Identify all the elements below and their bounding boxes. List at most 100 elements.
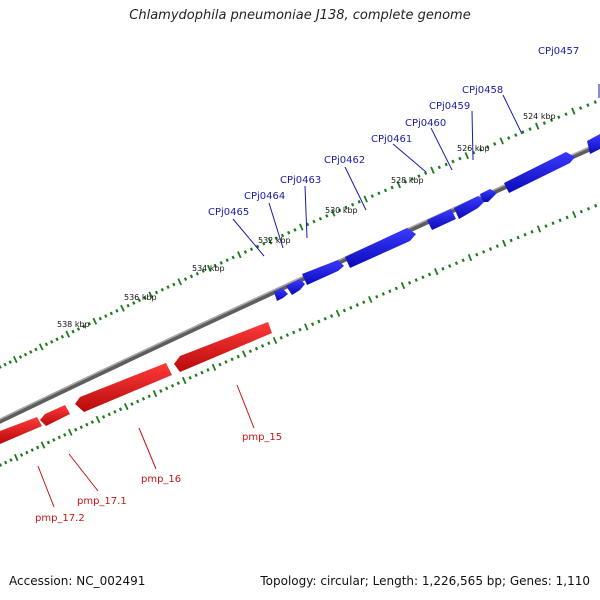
scale-minor-tick bbox=[479, 147, 483, 152]
gene-arrow-cpj0461[interactable] bbox=[427, 209, 456, 230]
scale-minor-tick bbox=[403, 179, 408, 184]
scale-minor-tick bbox=[516, 235, 520, 240]
scale-minor-tick bbox=[523, 232, 527, 237]
scale-minor-tick bbox=[493, 142, 497, 146]
scale-minor-tick bbox=[593, 100, 597, 104]
scale-minor-tick bbox=[287, 230, 291, 235]
scale-minor-tick bbox=[85, 422, 89, 427]
scale-minor-tick bbox=[323, 316, 327, 321]
scale-minor-tick bbox=[362, 300, 366, 305]
gene-label-cpj0464[interactable]: CPj0464 bbox=[244, 191, 285, 202]
scale-minor-tick bbox=[349, 305, 353, 310]
kbp-labels: 524 kbp 526 kbp 528 kbp 530 kbp 532 kbp … bbox=[57, 112, 556, 329]
gene-label-pmp-16[interactable]: pmp_16 bbox=[141, 474, 181, 485]
accession-text: Accession: NC_002491 bbox=[9, 574, 146, 588]
scale-minor-tick bbox=[189, 274, 194, 279]
gene-label-cpj0463[interactable]: CPj0463 bbox=[280, 175, 321, 186]
scale-minor-tick bbox=[318, 216, 323, 221]
scale-minor-tick bbox=[98, 316, 102, 321]
gene-arrow-pmp-15[interactable] bbox=[174, 322, 272, 372]
scale-minor-tick bbox=[52, 438, 56, 442]
scale-minor-tick bbox=[342, 308, 347, 313]
scale-major-tick bbox=[152, 390, 158, 398]
gene-label-cpj0460[interactable]: CPj0460 bbox=[405, 118, 446, 129]
scale-minor-tick bbox=[407, 280, 412, 285]
scale-minor-tick bbox=[298, 327, 302, 332]
scale-minor-tick bbox=[230, 357, 234, 362]
gene-arrow-pmp-17-1[interactable] bbox=[40, 405, 70, 426]
scale-minor-tick bbox=[170, 383, 175, 388]
scale-minor-tick bbox=[25, 450, 29, 455]
gene-label-cpj0458[interactable]: CPj0458 bbox=[462, 85, 503, 96]
scale-minor-tick bbox=[564, 112, 568, 116]
gene-label-pmp-17-1[interactable]: pmp_17.1 bbox=[77, 496, 127, 507]
scale-minor-tick bbox=[8, 360, 12, 364]
map-title: Chlamydophila pneumoniae J138, complete … bbox=[129, 8, 471, 23]
scale-minor-tick bbox=[200, 370, 204, 375]
scale-minor-tick bbox=[557, 115, 561, 119]
gene-arrow-cpj0465[interactable] bbox=[274, 288, 288, 301]
scale-minor-tick bbox=[565, 215, 569, 220]
gene-arrow-cpj0463[interactable] bbox=[302, 260, 344, 285]
scale-minor-tick bbox=[71, 329, 75, 334]
scale-minor-tick bbox=[544, 224, 548, 228]
gene-label-cpj0465[interactable]: CPj0465 bbox=[208, 207, 249, 218]
scale-minor-tick bbox=[325, 214, 329, 218]
gene-label-cpj0459[interactable]: CPj0459 bbox=[429, 101, 470, 112]
gene-label-pmp-15[interactable]: pmp_15 bbox=[242, 432, 282, 443]
scale-minor-tick bbox=[172, 282, 176, 287]
scale-minor-tick bbox=[444, 162, 448, 167]
scale-minor-tick bbox=[82, 324, 86, 329]
gene-arrow-cpj0460[interactable] bbox=[454, 196, 484, 219]
scale-major-tick bbox=[148, 291, 154, 299]
scale-minor-tick bbox=[338, 208, 342, 213]
kbp-label-526: 526 kbp bbox=[457, 144, 490, 153]
scale-major-tick bbox=[464, 152, 470, 160]
scale-minor-tick bbox=[44, 342, 49, 347]
scale-minor-tick bbox=[113, 409, 117, 414]
scale-minor-tick bbox=[274, 236, 278, 241]
scale-major-tick bbox=[206, 264, 212, 272]
scale-major-tick bbox=[38, 343, 44, 351]
scale-minor-tick bbox=[104, 314, 108, 318]
gene-arrow-pmp-16[interactable] bbox=[75, 363, 172, 412]
scale-minor-tick bbox=[461, 258, 465, 263]
scale-minor-tick bbox=[248, 349, 253, 354]
scale-minor-tick bbox=[57, 435, 61, 440]
scale-minor-tick bbox=[448, 264, 452, 268]
scale-minor-tick bbox=[183, 277, 188, 281]
scale-minor-tick bbox=[29, 350, 33, 354]
gene-arrow-cpj0464[interactable] bbox=[286, 279, 305, 295]
scale-minor-tick bbox=[458, 156, 462, 161]
scale-minor-tick bbox=[514, 133, 518, 137]
gene-label-cpj0457[interactable]: CPj0457 bbox=[538, 46, 579, 57]
scale-minor-tick bbox=[0, 463, 3, 467]
scale-minor-tick bbox=[410, 177, 414, 181]
kbp-label-536: 536 kbp bbox=[124, 293, 157, 302]
gene-arrow-pmp-17-2[interactable] bbox=[0, 417, 42, 444]
gene-arrow-cpj0462[interactable] bbox=[345, 228, 416, 268]
scale-minor-tick bbox=[34, 347, 38, 352]
gene-label-cpj0461[interactable]: CPj0461 bbox=[371, 134, 412, 145]
gene-label-pmp-17-2[interactable]: pmp_17.2 bbox=[35, 513, 85, 524]
scale-minor-tick bbox=[126, 303, 130, 308]
scale-minor-tick bbox=[194, 373, 198, 378]
scale-minor-tick bbox=[279, 335, 283, 340]
scale-minor-tick bbox=[165, 386, 169, 391]
scale-minor-tick bbox=[87, 322, 91, 326]
scale-minor-tick bbox=[90, 420, 95, 424]
gene-arrow-cpj0457[interactable] bbox=[587, 134, 600, 154]
scale-major-tick bbox=[536, 225, 542, 233]
scale-major-tick bbox=[499, 137, 504, 145]
scale-minor-tick bbox=[76, 327, 81, 331]
scale-minor-tick bbox=[225, 258, 229, 263]
scale-minor-tick bbox=[317, 319, 321, 324]
gene-arrow-cpj0458[interactable] bbox=[504, 152, 575, 193]
scale-minor-tick bbox=[143, 295, 147, 300]
gene-arrow-cpj0459[interactable] bbox=[480, 189, 497, 202]
gene-label-cpj0462[interactable]: CPj0462 bbox=[324, 155, 365, 166]
scale-minor-tick bbox=[224, 360, 228, 364]
scale-minor-tick bbox=[441, 266, 445, 271]
scale-major-tick bbox=[430, 166, 435, 174]
